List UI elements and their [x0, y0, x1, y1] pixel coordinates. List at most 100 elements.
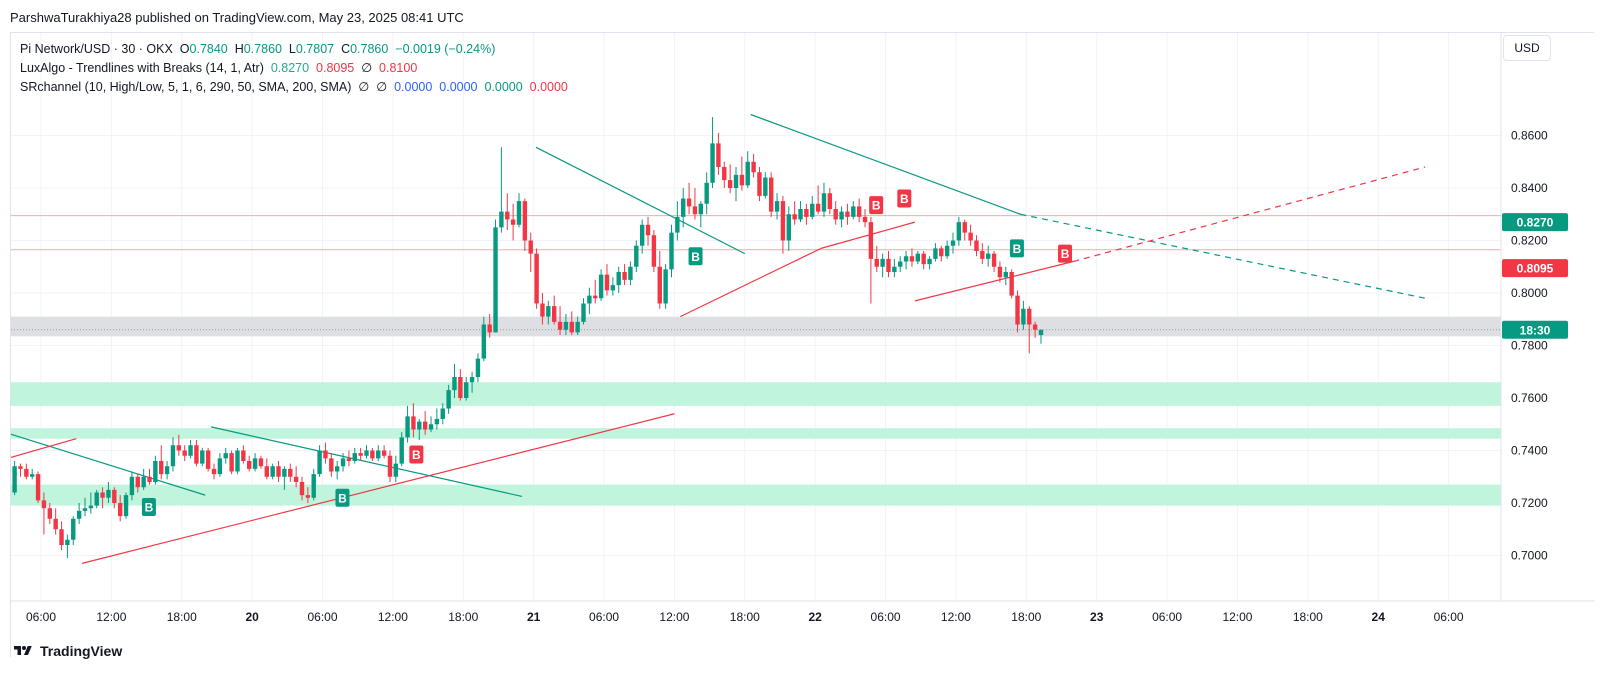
candle-body — [94, 492, 99, 506]
legend-high-label: H — [234, 42, 244, 56]
break-signal-label: B — [900, 192, 909, 206]
candle-body — [851, 206, 856, 217]
candle-body — [546, 306, 551, 317]
candle-body — [739, 174, 745, 186]
candle-body — [581, 303, 586, 322]
candle-body — [587, 295, 592, 304]
y-tick-label: 0.8200 — [1511, 234, 1548, 248]
trendline-3 — [210, 426, 523, 498]
candle-body — [458, 377, 463, 398]
indicator-2-value-3: 0.0000 — [484, 80, 523, 94]
trendline-0 — [11, 433, 206, 496]
candle-body — [716, 143, 721, 167]
candle-body — [745, 161, 750, 186]
indicator-2-value-4: 0.0000 — [529, 80, 568, 94]
candle-body — [710, 143, 715, 183]
candle-body — [270, 466, 275, 477]
candle-body — [692, 206, 698, 215]
footer-brand[interactable]: TradingView — [12, 643, 122, 659]
candle-body — [493, 227, 498, 333]
indicator-2-value-1: 0.0000 — [394, 80, 433, 94]
break-signal-marker — [1058, 244, 1073, 263]
x-tick-label: 12:00 — [378, 610, 408, 624]
x-tick-label: 12:00 — [1222, 610, 1252, 624]
candle-body — [41, 500, 47, 509]
candle-body — [962, 222, 967, 233]
candle-body — [898, 261, 903, 267]
candle-body — [540, 303, 545, 317]
candle-body — [293, 476, 299, 482]
x-tick-label: 06:00 — [308, 610, 338, 624]
candle-body — [815, 203, 821, 212]
candle-body — [675, 216, 680, 233]
indicator-2-na-1: ∅ — [358, 80, 370, 94]
break-signal-label: B — [145, 500, 154, 514]
footer-brand-name: TradingView — [40, 643, 123, 659]
indicator-1-name: LuxAlgo - Trendlines with Breaks (14, 1,… — [20, 61, 264, 75]
candle-body — [264, 466, 270, 477]
x-tick-label: 23 — [1090, 610, 1104, 624]
candle-body — [370, 450, 375, 459]
candle-body — [305, 495, 311, 498]
candle-body — [499, 211, 504, 228]
candle-body — [991, 253, 997, 267]
sr-zone-3 — [11, 484, 1501, 506]
candle-body — [757, 172, 762, 196]
x-tick-label: 12:00 — [941, 610, 971, 624]
price-label-text: 0.8270 — [1517, 216, 1554, 230]
candle-body — [71, 518, 76, 540]
candle-body — [528, 240, 533, 254]
sr-zone-2 — [11, 428, 1501, 439]
candle-body — [1032, 324, 1038, 330]
indicator-2-name: SRchannel (10, High/Low, 5, 1, 6, 290, 5… — [20, 80, 352, 94]
candle-body — [422, 421, 428, 430]
legend-symbol[interactable]: Pi Network/USD · 30 · OKX — [20, 42, 173, 56]
break-signal-label: B — [1013, 242, 1022, 256]
chart-frame[interactable]: BBBBBBBBB0.86000.84000.82000.80000.78000… — [10, 32, 1595, 658]
x-tick-label: 06:00 — [26, 610, 56, 624]
y-tick-label: 0.8000 — [1511, 286, 1548, 300]
legend-indicator-2[interactable]: SRchannel (10, High/Low, 5, 1, 6, 290, 5… — [20, 78, 568, 97]
candle-body — [645, 224, 651, 236]
candle-body — [141, 476, 146, 488]
candle-body — [563, 321, 569, 330]
candle-body — [194, 445, 199, 464]
candle-body — [129, 476, 135, 496]
candle-body — [651, 235, 657, 267]
x-tick-label: 06:00 — [1434, 610, 1464, 624]
candle-body — [686, 198, 692, 207]
candle-body — [229, 453, 234, 472]
candle-body — [276, 466, 281, 477]
trendline-5 — [680, 247, 822, 318]
candle-body — [569, 321, 574, 333]
currency-button[interactable]: USD — [1503, 35, 1551, 61]
trendline-2 — [81, 413, 675, 564]
x-tick-label: 18:00 — [448, 610, 478, 624]
y-tick-label: 0.7600 — [1511, 391, 1548, 405]
candle-body — [30, 474, 35, 477]
break-signal-label: B — [872, 199, 881, 213]
candle-body — [288, 468, 293, 477]
indicator-2-value-2: 0.0000 — [439, 80, 478, 94]
price-axis-bg — [1501, 33, 1595, 658]
candle-body — [106, 489, 111, 498]
candle-body — [376, 450, 381, 459]
legend-low-label: L — [288, 42, 296, 56]
candle-body — [980, 251, 985, 259]
candle-body — [751, 161, 756, 173]
price-chart[interactable]: BBBBBBBBB0.86000.84000.82000.80000.78000… — [11, 33, 1595, 658]
candle-body — [704, 182, 709, 204]
candle-body — [159, 461, 164, 475]
candle-body — [434, 419, 440, 425]
y-tick-label: 0.8600 — [1511, 129, 1548, 143]
candle-body — [839, 211, 844, 220]
candle-body — [446, 390, 451, 409]
legend-open-label: O — [179, 42, 190, 56]
candle-body — [464, 382, 469, 398]
candle-body — [505, 211, 510, 220]
candle-body — [317, 450, 322, 475]
candle-body — [76, 510, 82, 519]
candle-body — [892, 266, 897, 272]
legend-indicator-1[interactable]: LuxAlgo - Trendlines with Breaks (14, 1,… — [20, 59, 568, 78]
candle-body — [481, 324, 487, 359]
